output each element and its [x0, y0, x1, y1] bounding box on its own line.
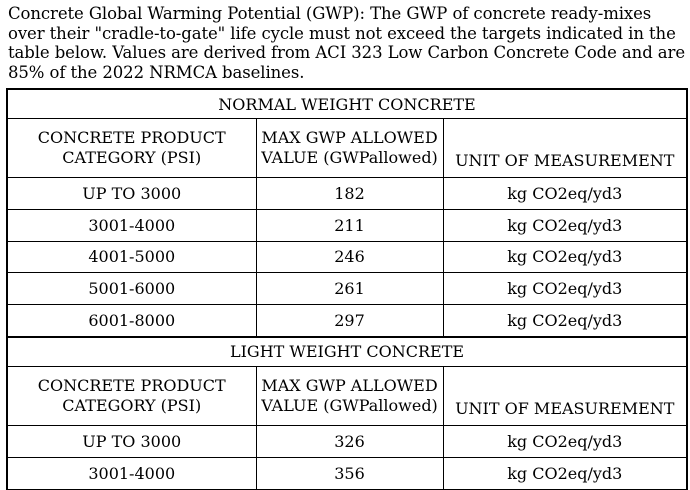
cell-gwp: 356 — [255, 457, 444, 490]
section-light-weight: LIGHT WEIGHT CONCRETE — [5, 336, 689, 367]
table-row: 6001-8000 297 kg CO2eq/yd3 — [6, 304, 689, 338]
cell-unit: kg CO2eq/yd3 — [442, 457, 689, 490]
table-row: 4001-5000 246 kg CO2eq/yd3 — [6, 241, 689, 274]
header-category-line1: CONCRETE PRODUCT — [37, 128, 226, 147]
cell-category: 5001-6000 — [6, 272, 257, 306]
header-category-line2: CATEGORY (PSI) — [62, 148, 202, 167]
cell-unit: kg CO2eq/yd3 — [442, 177, 689, 210]
cell-gwp: 297 — [255, 304, 444, 338]
section-normal-weight: NORMAL WEIGHT CONCRETE — [5, 88, 689, 119]
cell-gwp: 211 — [255, 209, 444, 242]
cell-unit: kg CO2eq/yd3 — [442, 425, 689, 458]
cell-gwp: 261 — [255, 272, 444, 306]
header-unit: UNIT OF MEASUREMENT — [442, 366, 689, 426]
table-row: 3001-4000 211 kg CO2eq/yd3 — [6, 209, 689, 242]
table-row: UP TO 3000 326 kg CO2eq/yd3 — [6, 425, 689, 458]
gwp-table: NORMAL WEIGHT CONCRETE CONCRETE PRODUCT … — [5, 88, 689, 490]
header-gwp: MAX GWP ALLOWED VALUE (GWPallowed) — [255, 118, 444, 178]
cell-category: UP TO 3000 — [6, 425, 257, 458]
header-gwp: MAX GWP ALLOWED VALUE (GWPallowed) — [255, 366, 444, 426]
header-unit: UNIT OF MEASUREMENT — [442, 118, 689, 178]
cell-gwp: 182 — [255, 177, 444, 210]
header-category: CONCRETE PRODUCT CATEGORY (PSI) — [6, 366, 257, 426]
cell-category: 3001-4000 — [6, 457, 257, 490]
header-row-light: CONCRETE PRODUCT CATEGORY (PSI) MAX GWP … — [6, 366, 689, 426]
cell-category: 3001-4000 — [6, 209, 257, 242]
cell-category: UP TO 3000 — [6, 177, 257, 210]
cell-gwp: 326 — [255, 425, 444, 458]
header-category-line1: CONCRETE PRODUCT — [37, 375, 226, 395]
header-gwp-line2: VALUE (GWPallowed) — [261, 148, 438, 167]
intro-paragraph: Concrete Global Warming Potential (GWP):… — [8, 4, 686, 82]
cell-unit: kg CO2eq/yd3 — [442, 209, 689, 242]
table-row: UP TO 3000 182 kg CO2eq/yd3 — [6, 177, 689, 210]
table-row: 3001-4000 356 kg CO2eq/yd3 — [6, 457, 689, 490]
cell-category: 6001-8000 — [6, 304, 257, 338]
header-gwp-line1: MAX GWP ALLOWED — [261, 375, 438, 395]
cell-category: 4001-5000 — [6, 241, 257, 274]
header-category: CONCRETE PRODUCT CATEGORY (PSI) — [6, 118, 257, 178]
header-category-line2: CATEGORY (PSI) — [62, 395, 202, 415]
cell-unit: kg CO2eq/yd3 — [442, 272, 689, 306]
cell-unit: kg CO2eq/yd3 — [442, 241, 689, 274]
intro-text: Concrete Global Warming Potential (GWP):… — [8, 4, 685, 82]
cell-unit: kg CO2eq/yd3 — [442, 304, 689, 338]
header-row-normal: CONCRETE PRODUCT CATEGORY (PSI) MAX GWP … — [6, 118, 689, 178]
cell-gwp: 246 — [255, 241, 444, 274]
table-row: 5001-6000 261 kg CO2eq/yd3 — [6, 272, 689, 306]
section-title-normal: NORMAL WEIGHT CONCRETE — [5, 88, 689, 119]
header-gwp-line2: VALUE (GWPallowed) — [261, 395, 438, 415]
section-title-light: LIGHT WEIGHT CONCRETE — [5, 336, 689, 367]
header-gwp-line1: MAX GWP ALLOWED — [261, 128, 438, 147]
